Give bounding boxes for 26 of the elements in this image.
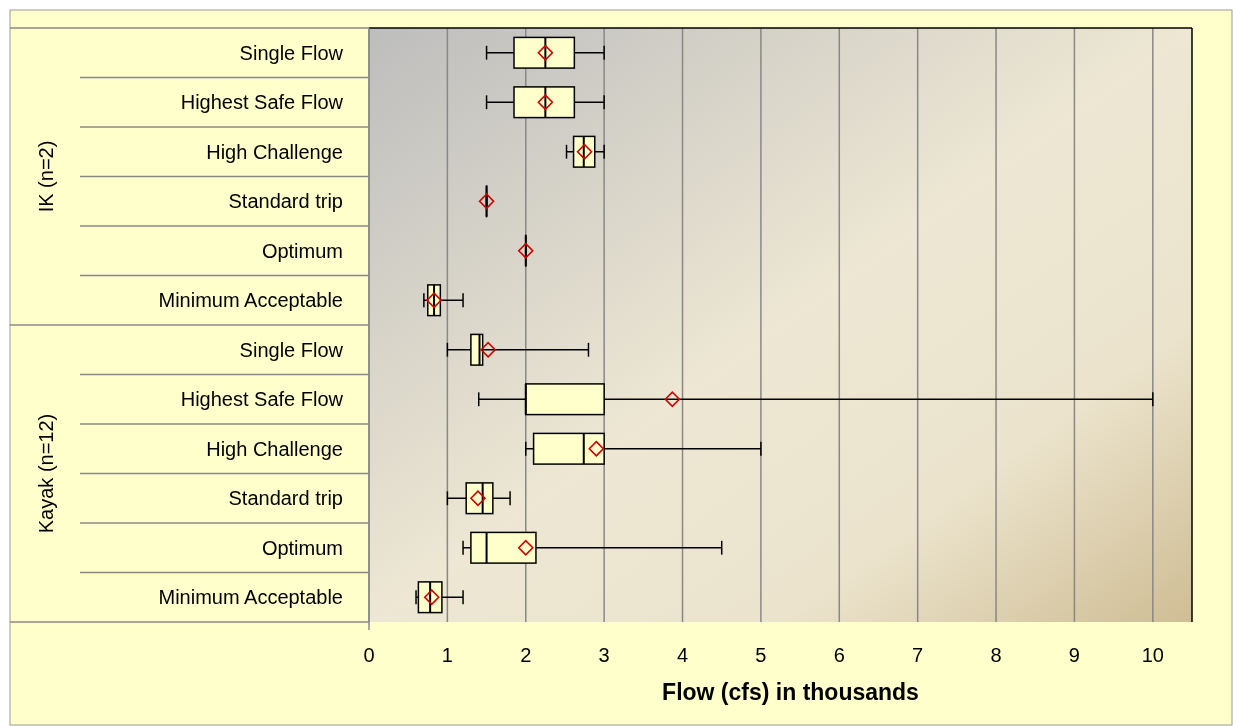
x-tick-label: 8 xyxy=(990,644,1002,666)
x-axis-title: Flow (cfs) in thousands xyxy=(662,679,919,705)
x-tick-label: 0 xyxy=(363,644,375,666)
x-tick-label: 5 xyxy=(755,644,767,666)
y-tick-label: Optimum xyxy=(261,239,343,262)
x-tick-label: 10 xyxy=(1141,644,1164,666)
x-tick-label: 9 xyxy=(1068,644,1080,666)
x-tick-label: 2 xyxy=(520,644,532,666)
y-tick-label: Optimum xyxy=(261,536,343,559)
text: Kayak (n=12) xyxy=(35,413,57,534)
y-tick-label: High Challenge xyxy=(206,437,343,460)
y-tick-label: Highest Safe Flow xyxy=(180,91,344,114)
y-tick-label: Minimum Acceptable xyxy=(158,289,343,312)
y-tick-label: High Challenge xyxy=(206,140,343,163)
y-tick-label: Standard trip xyxy=(228,190,343,213)
x-tick-label: 4 xyxy=(676,644,689,666)
y-tick-label: Standard trip xyxy=(228,487,343,510)
x-tick-label: 1 xyxy=(441,644,453,666)
y-tick-label: Single Flow xyxy=(239,41,344,64)
y-tick-label: Minimum Acceptable xyxy=(158,586,343,609)
y-tick-label: Single Flow xyxy=(239,338,344,361)
x-tick-label: 3 xyxy=(598,644,610,666)
x-tick-label: 7 xyxy=(912,644,924,666)
x-tick-label: 6 xyxy=(833,644,845,666)
y-tick-label: Highest Safe Flow xyxy=(180,388,344,411)
text: IK (n=2) xyxy=(35,140,57,213)
